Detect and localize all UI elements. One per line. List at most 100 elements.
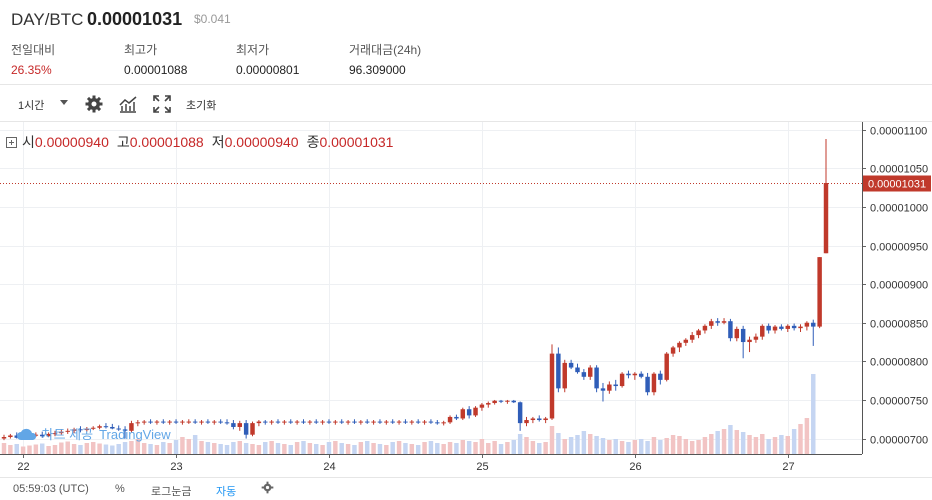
candle-body xyxy=(728,321,733,339)
candle-body xyxy=(747,339,752,343)
candle-body xyxy=(243,423,249,435)
fullscreen-icon[interactable] xyxy=(152,94,172,114)
reset-button[interactable]: 초기화 xyxy=(186,100,217,112)
gear-icon[interactable] xyxy=(84,94,104,114)
candle-body xyxy=(326,421,332,423)
volume-bar xyxy=(556,433,561,454)
chevron-down-icon[interactable] xyxy=(60,100,68,105)
volume-bar xyxy=(766,439,771,454)
candle-body xyxy=(282,421,287,423)
volume-bar xyxy=(709,434,714,454)
volume-bar xyxy=(71,444,77,454)
price-chart[interactable]: 0.00001100 0.00001050 0.00001000 0.00000950… xyxy=(0,122,932,477)
volume-bar xyxy=(454,443,459,454)
chart-grid xyxy=(0,122,862,454)
candle-body xyxy=(600,388,606,391)
candles xyxy=(1,138,829,441)
candle-body xyxy=(638,373,644,377)
x-tick-label: 25 xyxy=(476,461,488,473)
x-tick-label: 27 xyxy=(782,461,794,473)
candle-body xyxy=(422,421,427,423)
candle-body xyxy=(231,423,236,427)
candlestick-chart[interactable]: 0.00001100 0.00001050 0.00001000 0.00000950… xyxy=(0,122,932,477)
close-value: 0.00001031 xyxy=(319,134,394,150)
candle-body xyxy=(250,423,255,435)
footer-gear-icon[interactable] xyxy=(261,481,274,497)
volume-bar xyxy=(689,441,695,454)
open-value: 0.00000940 xyxy=(34,134,109,150)
volume-bar xyxy=(670,435,676,454)
volume-bar xyxy=(772,437,778,454)
volume-bar xyxy=(237,441,242,454)
volume-bar xyxy=(677,436,682,454)
high-value: 0.00001088 xyxy=(129,134,204,150)
volume-bar xyxy=(345,444,351,454)
current-price: 0.00001031 xyxy=(87,9,183,29)
candle-body xyxy=(396,421,402,423)
candle-body xyxy=(556,353,561,389)
volume-bar xyxy=(339,443,344,454)
low-label: 저 xyxy=(211,134,225,150)
volume-bar xyxy=(122,442,128,454)
candle-body xyxy=(524,420,529,424)
candle-body xyxy=(97,426,102,428)
interval-select[interactable]: 1시간 xyxy=(18,100,45,112)
volume-bar xyxy=(549,426,555,454)
candle-body xyxy=(517,402,523,424)
candle-body xyxy=(702,325,708,331)
indicators-icon[interactable] xyxy=(118,94,138,114)
candle-body xyxy=(607,384,612,391)
volume-bar xyxy=(314,444,319,454)
volume-bar xyxy=(517,434,523,454)
candle-body xyxy=(307,421,313,423)
candle-body xyxy=(288,421,293,423)
watermark-brand: TradingView xyxy=(99,427,171,442)
stat-value: 0.00001088 xyxy=(124,63,188,77)
tradingview-watermark[interactable]: 차트 제공 TradingView xyxy=(16,424,171,443)
candle-body xyxy=(670,347,676,354)
candle-body xyxy=(154,421,160,423)
header-divider xyxy=(0,84,932,85)
log-scale-toggle[interactable]: 로그눈금 xyxy=(151,486,192,498)
candle-body xyxy=(148,421,153,423)
y-tick-label: 0.00000900 xyxy=(870,280,928,292)
volume-bar xyxy=(428,441,434,454)
y-tick-label: 0.00000850 xyxy=(870,319,928,331)
candle-body xyxy=(658,373,663,380)
candle-body xyxy=(371,421,376,423)
volume-bar xyxy=(40,443,45,454)
candle-body xyxy=(122,429,128,431)
utc-time: 05:59:03 (UTC) xyxy=(13,483,89,495)
volume-bar xyxy=(524,437,529,454)
candle-body xyxy=(447,416,453,423)
candle-body xyxy=(65,430,70,432)
candle-body xyxy=(390,421,395,423)
stat-value: 26.35% xyxy=(11,63,52,77)
candle-body xyxy=(498,400,504,402)
candle-body xyxy=(180,421,185,423)
volume-bar xyxy=(199,441,204,454)
volume-bar xyxy=(33,444,39,454)
candle-body xyxy=(186,421,192,423)
auto-scale-toggle[interactable]: 자동 xyxy=(216,486,237,498)
volume-bar xyxy=(588,434,593,454)
volume-bar xyxy=(568,437,574,454)
candle-body xyxy=(549,353,555,419)
candle-body xyxy=(167,421,172,423)
candle-body xyxy=(435,422,440,424)
candle-body xyxy=(103,426,109,428)
collapse-icon[interactable] xyxy=(6,137,17,148)
candle-body xyxy=(173,421,179,423)
volume-bar xyxy=(696,440,701,454)
candle-body xyxy=(460,409,466,419)
percent-toggle[interactable]: % xyxy=(115,483,125,495)
volume-bar xyxy=(269,441,274,454)
candle-body xyxy=(116,428,121,430)
volume-bar xyxy=(384,445,389,454)
volume-bar xyxy=(811,374,816,454)
volume-bar xyxy=(263,442,268,454)
candle-body xyxy=(543,418,548,421)
candle-body xyxy=(377,421,383,423)
candle-body xyxy=(415,421,421,423)
volume-bar xyxy=(110,445,115,454)
